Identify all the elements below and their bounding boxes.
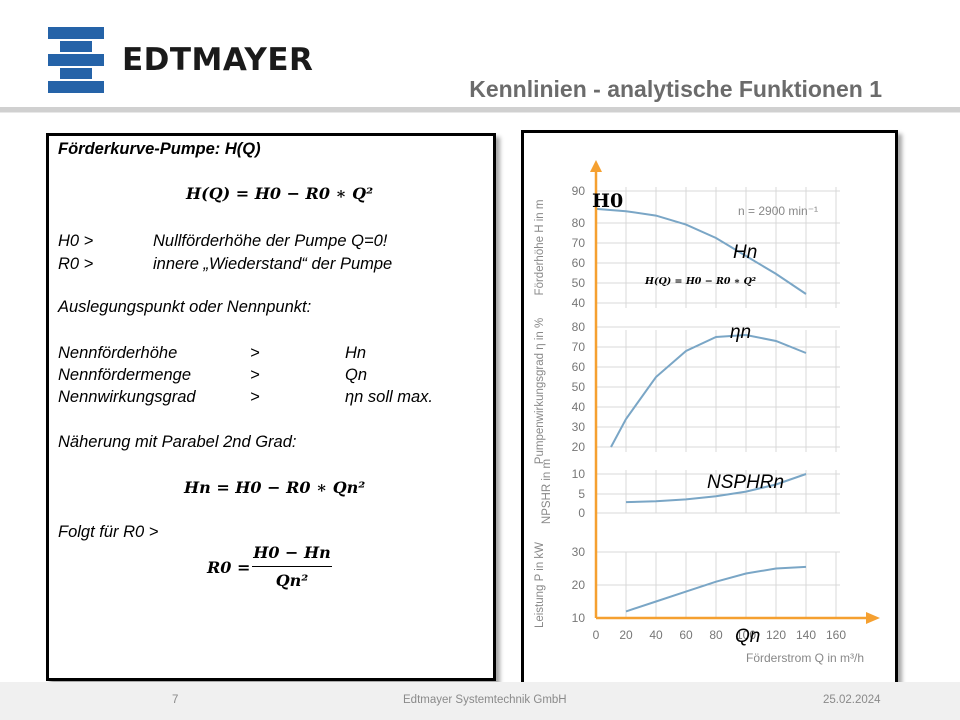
series-curve — [610, 333, 807, 448]
hn-annotation: Hn — [733, 242, 758, 263]
def-value-r0: innere „Wiederstand“ der Pumpe — [153, 255, 393, 273]
y-tick-label: 0 — [578, 506, 585, 520]
y-tick-label: 80 — [572, 320, 586, 334]
y-axis-label: NPSHR in m — [541, 459, 553, 524]
x-tick-label: 100 — [736, 628, 756, 642]
y-axis-label: Förderhöhe H in m — [534, 200, 546, 296]
y-tick-label: 70 — [572, 340, 586, 354]
nominal-op: > — [250, 344, 260, 362]
fraction-bar — [252, 566, 332, 567]
y-tick-label: 40 — [572, 296, 586, 310]
approx-formula: Hn = H0 − R0 ∗ Qn² — [184, 478, 366, 497]
y-tick-label: 40 — [572, 400, 586, 414]
def-value-h0: Nullförderhöhe der Pumpe Q=0! — [153, 232, 388, 250]
x-tick-label: 160 — [826, 628, 846, 642]
series-curve — [625, 565, 807, 613]
section-heading: Auslegungspunkt oder Nennpunkt: — [58, 298, 312, 316]
y-tick-label: 20 — [572, 578, 586, 592]
y-tick-label: 60 — [572, 256, 586, 270]
y-tick-label: 10 — [572, 611, 586, 625]
def-key-h0: H0 > — [58, 232, 94, 250]
y-tick-label: 90 — [572, 184, 586, 198]
nsphr-annotation: NSPHRn — [707, 472, 785, 493]
x-tick-label: 0 — [593, 628, 600, 642]
follows-text: Folgt für R0 > — [58, 523, 159, 541]
y-tick-label: 50 — [572, 276, 586, 290]
nominal-op: > — [250, 366, 260, 384]
y-axis-label: Leistung P in kW — [534, 542, 546, 628]
slide-title: Kennlinien - analytische Funktionen 1 — [469, 76, 882, 102]
edtmayer-logo — [48, 27, 104, 93]
y-tick-label: 5 — [578, 487, 585, 501]
y-tick-label: 60 — [572, 360, 586, 374]
speed-note: n = 2900 min⁻¹ — [738, 204, 818, 218]
brand-name: EDTMAYER — [122, 42, 314, 78]
formula-annotation: H(Q) = H0 − R0 ∗ Q² — [645, 276, 757, 287]
qn-annotation: Qn — [735, 626, 761, 647]
nominal-name: Nennwirkungsgrad — [58, 388, 196, 406]
y-tick-label: 50 — [572, 380, 586, 394]
x-tick-label: 40 — [649, 628, 663, 642]
x-tick-label: 140 — [796, 628, 816, 642]
title-divider-light — [0, 112, 960, 113]
eta-n-annotation: ηn — [730, 322, 752, 343]
nominal-value: Qn — [345, 366, 368, 384]
company-name: Edtmayer Systemtechnik GmbH — [403, 694, 567, 706]
panel-heading: Förderkurve-Pumpe: H(Q) — [58, 140, 261, 158]
nominal-value: Hn — [345, 344, 367, 362]
y-axis-arrow — [590, 160, 602, 172]
main-formula: H(Q) = H0 − R0 ∗ Q² — [186, 184, 374, 203]
nominal-name: Nennförderhöhe — [58, 344, 178, 362]
nominal-op: > — [250, 388, 260, 406]
page-number: 7 — [172, 694, 179, 706]
r0-lhs: R0 = — [207, 558, 251, 577]
formula-panel — [46, 133, 496, 681]
x-tick-label: 120 — [766, 628, 786, 642]
series-curve — [625, 473, 807, 504]
y-tick-label: 80 — [572, 216, 586, 230]
y-tick-label: 70 — [572, 236, 586, 250]
nominal-value: ηn soll max. — [345, 388, 434, 406]
x-tick-label: 60 — [679, 628, 693, 642]
y-tick-label: 10 — [572, 467, 586, 481]
nominal-name: Nennfördermenge — [58, 366, 191, 384]
def-key-r0: R0 > — [58, 255, 94, 273]
r0-fraction: H0 − Hn Qn² — [252, 543, 332, 595]
y-tick-label: 30 — [572, 420, 586, 434]
y-tick-label: 20 — [572, 440, 586, 454]
title-divider — [0, 107, 960, 112]
y-tick-label: 30 — [572, 545, 586, 559]
x-tick-label: 20 — [619, 628, 633, 642]
slide-date: 25.02.2024 — [823, 694, 881, 706]
x-axis-arrow — [866, 612, 880, 624]
footer-bar — [0, 682, 960, 720]
x-tick-label: 80 — [709, 628, 723, 642]
x-axis-label: Förderstrom Q in m³/h — [746, 651, 864, 665]
approx-heading: Näherung mit Parabel 2nd Grad: — [58, 433, 297, 451]
h0-annotation: H0 — [592, 190, 624, 212]
y-axis-label: Pumpenwirkungsgrad η in % — [534, 318, 546, 464]
r0-denominator: Qn² — [275, 571, 309, 590]
r0-numerator: H0 − Hn — [253, 543, 331, 562]
series-curve — [595, 207, 807, 295]
